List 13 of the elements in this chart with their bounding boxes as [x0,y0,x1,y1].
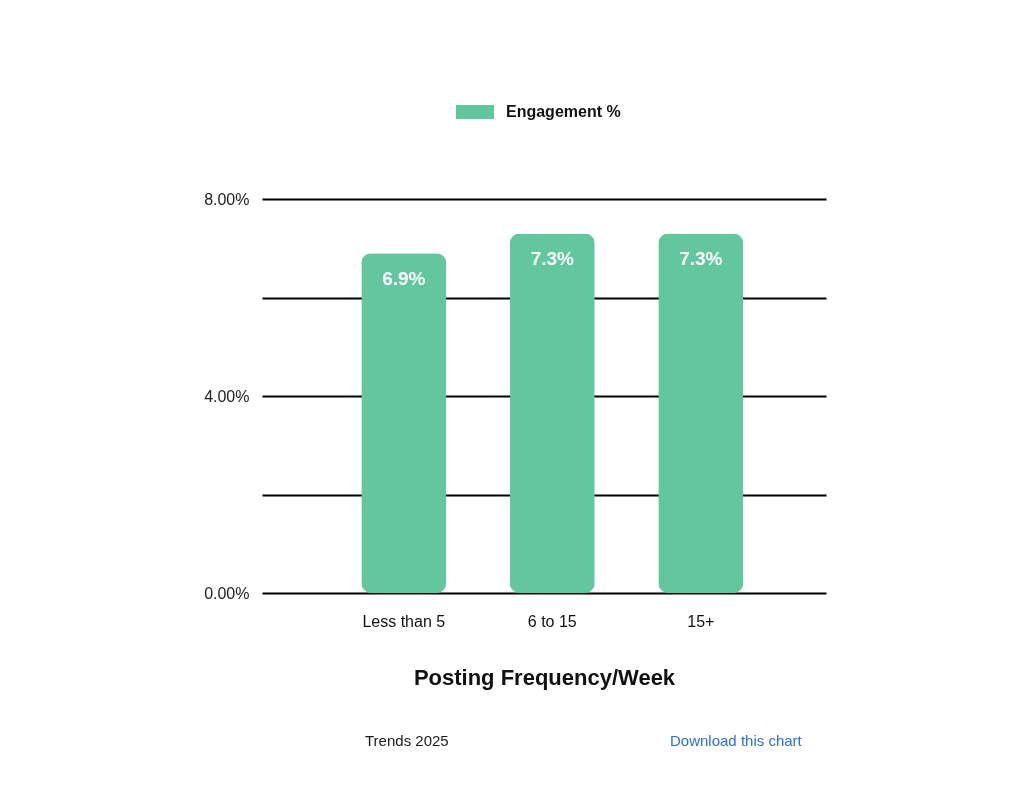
data-label: 7.3% [679,248,723,270]
x-tick-label: 15+ [687,612,715,630]
legend-label: Engagement % [506,103,621,120]
y-tick-label: 0.00% [204,584,250,602]
text: Trends 2025 [365,732,449,749]
data-label: 6.9% [382,268,426,290]
text: Download this chart [670,732,803,749]
data-label: 7.3% [530,248,575,270]
y-tick-label: 8.00% [204,190,250,208]
x-tick-label: 6 to 15 [527,612,577,630]
y-tick-label: 4.00% [204,387,250,405]
x-axis-title: Posting Frequency/Week [413,664,676,690]
x-tick-label: Less than 5 [362,612,446,630]
